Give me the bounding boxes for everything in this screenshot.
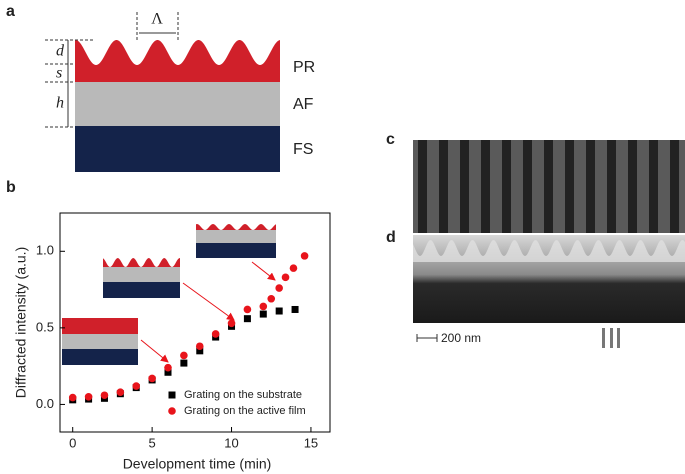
panel-label: d [386, 229, 396, 246]
sem-stripe [607, 140, 616, 233]
data-point [281, 273, 290, 282]
data-point [116, 388, 125, 396]
sem-stripe [523, 140, 532, 233]
sem-stripe [502, 140, 511, 233]
fs-layer [75, 126, 280, 172]
inset [62, 224, 276, 365]
y-tick-label: 1.0 [36, 243, 54, 258]
legend-label: Grating on the substrate [184, 389, 302, 401]
data-point [132, 382, 141, 390]
data-point [148, 374, 156, 383]
layer-label: AF [293, 96, 314, 113]
data-point [267, 294, 276, 303]
sem-stripe [439, 140, 448, 233]
sem-stripe [481, 140, 490, 233]
pr-layer [75, 40, 280, 82]
y-tick-label: 0.0 [36, 396, 54, 411]
sem-image: 200 nm [413, 140, 685, 348]
sem-stripe [649, 140, 658, 233]
dim-label: s [56, 65, 62, 82]
layer-label: FS [293, 141, 313, 158]
scale-bar-label: 200 nm [441, 331, 481, 345]
data-point [164, 368, 172, 376]
x-tick-label: 5 [149, 435, 156, 450]
x-axis-label: Development time (min) [123, 456, 272, 472]
data-point [227, 319, 236, 328]
sem-stripe [565, 140, 574, 233]
data-point [259, 302, 268, 311]
plot-frame [59, 212, 331, 433]
sem-stripe [670, 140, 679, 233]
dim-label: d [56, 43, 65, 60]
panel-label: a [6, 3, 15, 20]
panel-label: b [6, 179, 16, 196]
y-axis-label: Diffracted intensity (a.u.) [13, 247, 29, 398]
data-point [164, 363, 172, 372]
dim-label: h [56, 95, 64, 112]
data-point [275, 284, 283, 292]
panel-label: c [386, 131, 395, 148]
x-tick-label: 0 [69, 435, 76, 450]
sem-stripe [544, 140, 553, 233]
data-point [211, 330, 220, 338]
layer-label: PR [293, 59, 315, 76]
period-label: Λ [151, 11, 163, 28]
data-point [291, 305, 299, 313]
x-tick-label: 10 [224, 435, 238, 450]
data-point [100, 391, 109, 400]
af-layer [75, 82, 280, 126]
x-tick-label: 15 [304, 435, 318, 450]
data-point [275, 307, 283, 315]
data-point [195, 342, 204, 351]
sem-stripe [418, 140, 427, 233]
data-point [300, 252, 309, 260]
data-point [259, 310, 267, 318]
y-tick-label: 0.5 [36, 319, 54, 334]
legend-marker [168, 407, 176, 415]
legend-marker [168, 391, 176, 399]
sem-stripe [586, 140, 595, 233]
data-point [196, 347, 204, 355]
sem-stripe [460, 140, 469, 233]
legend-label: Grating on the active film [184, 405, 306, 417]
data-point [289, 264, 298, 272]
data-point [84, 392, 93, 401]
data-point [180, 351, 188, 360]
chart: 0 5 10 15 0.0 0.5 1.0 Development time (min) Dif… [13, 212, 331, 472]
schematic: d s h Λ PR AF FS [45, 11, 315, 172]
data-point [68, 393, 77, 402]
sem-stripe [628, 140, 637, 233]
data-point [243, 315, 251, 323]
data-point [243, 305, 252, 314]
data-point [180, 359, 188, 367]
